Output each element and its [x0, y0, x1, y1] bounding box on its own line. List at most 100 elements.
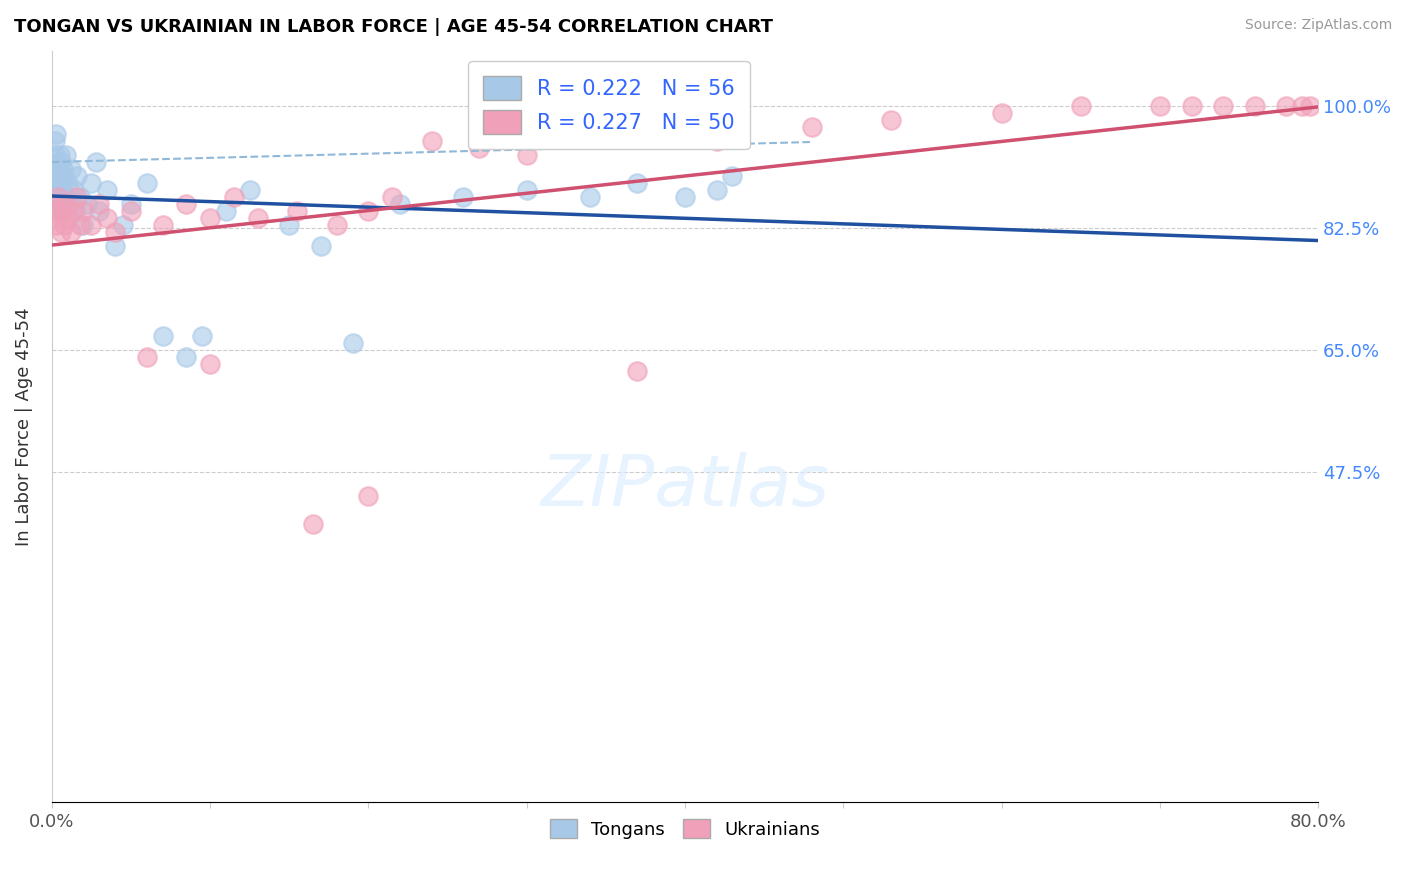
Point	[516, 183, 538, 197]
Point	[69, 218, 91, 232]
Point	[46, 190, 69, 204]
Point	[45, 176, 67, 190]
Point	[120, 203, 142, 218]
Point	[96, 183, 118, 197]
Point	[1291, 99, 1313, 113]
Point	[152, 218, 174, 232]
Point	[59, 225, 82, 239]
Point	[45, 127, 67, 141]
Point	[1149, 99, 1171, 113]
Point	[89, 196, 111, 211]
Point	[1180, 99, 1202, 113]
Point	[84, 155, 107, 169]
Point	[44, 203, 66, 218]
Point	[66, 169, 89, 183]
Point	[239, 183, 262, 197]
Point	[46, 203, 69, 218]
Point	[56, 176, 79, 190]
Point	[120, 196, 142, 211]
Point	[42, 183, 65, 197]
Point	[48, 190, 70, 204]
Point	[48, 148, 70, 162]
Point	[357, 203, 380, 218]
Point	[246, 211, 269, 225]
Point	[80, 218, 103, 232]
Point	[44, 134, 66, 148]
Point	[80, 176, 103, 190]
Point	[55, 148, 77, 162]
Point	[53, 203, 76, 218]
Y-axis label: In Labor Force | Age 45-54: In Labor Force | Age 45-54	[15, 307, 32, 546]
Point	[48, 211, 70, 225]
Point	[53, 169, 76, 183]
Point	[420, 134, 443, 148]
Point	[63, 183, 86, 197]
Point	[381, 190, 404, 204]
Point	[342, 335, 364, 350]
Point	[706, 134, 728, 148]
Point	[51, 155, 73, 169]
Point	[51, 176, 73, 190]
Point	[53, 218, 76, 232]
Point	[55, 190, 77, 204]
Point	[52, 183, 75, 197]
Point	[66, 190, 89, 204]
Point	[579, 190, 602, 204]
Point	[706, 183, 728, 197]
Point	[673, 190, 696, 204]
Point	[135, 350, 157, 364]
Legend: Tongans, Ukrainians: Tongans, Ukrainians	[543, 812, 828, 846]
Point	[96, 211, 118, 225]
Point	[152, 329, 174, 343]
Point	[135, 176, 157, 190]
Point	[626, 176, 648, 190]
Point	[72, 218, 94, 232]
Point	[52, 203, 75, 218]
Point	[990, 106, 1012, 120]
Point	[63, 203, 86, 218]
Point	[42, 190, 65, 204]
Point	[516, 148, 538, 162]
Point	[46, 183, 69, 197]
Point	[309, 238, 332, 252]
Point	[42, 196, 65, 211]
Point	[1070, 99, 1092, 113]
Point	[610, 127, 633, 141]
Point	[191, 329, 214, 343]
Point	[51, 196, 73, 211]
Point	[55, 196, 77, 211]
Text: TONGAN VS UKRAINIAN IN LABOR FORCE | AGE 45-54 CORRELATION CHART: TONGAN VS UKRAINIAN IN LABOR FORCE | AGE…	[14, 18, 773, 36]
Text: Source: ZipAtlas.com: Source: ZipAtlas.com	[1244, 18, 1392, 32]
Point	[800, 120, 823, 135]
Point	[1275, 99, 1298, 113]
Point	[215, 203, 238, 218]
Point	[1212, 99, 1234, 113]
Point	[626, 364, 648, 378]
Point	[45, 218, 67, 232]
Point	[52, 161, 75, 176]
Point	[44, 169, 66, 183]
Point	[111, 218, 134, 232]
Point	[325, 218, 347, 232]
Point	[59, 161, 82, 176]
Point	[357, 489, 380, 503]
Point	[51, 225, 73, 239]
Point	[58, 196, 80, 211]
Point	[721, 169, 744, 183]
Point	[76, 196, 98, 211]
Point	[222, 190, 245, 204]
Point	[104, 238, 127, 252]
Point	[104, 225, 127, 239]
Point	[46, 155, 69, 169]
Point	[69, 190, 91, 204]
Point	[468, 141, 491, 155]
Point	[65, 203, 87, 218]
Point	[56, 211, 79, 225]
Point	[453, 190, 475, 204]
Point	[176, 350, 198, 364]
Point	[198, 211, 221, 225]
Text: ZIPatlas: ZIPatlas	[540, 452, 830, 521]
Point	[72, 203, 94, 218]
Point	[176, 196, 198, 211]
Point	[44, 148, 66, 162]
